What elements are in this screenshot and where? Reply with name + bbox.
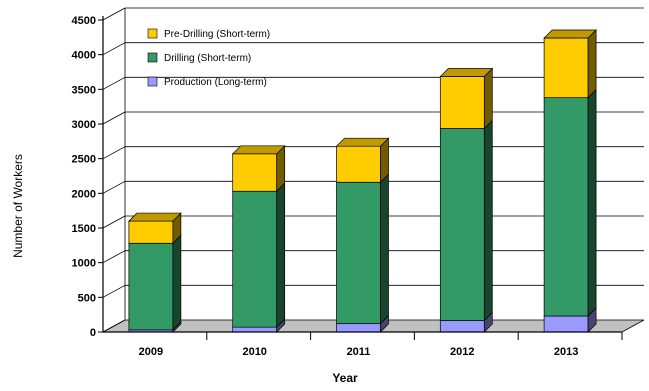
y-tick-label: 1000	[72, 258, 96, 270]
y-tick-label: 2000	[72, 188, 96, 200]
bar-side	[172, 234, 182, 331]
legend-swatch-drilling	[147, 52, 158, 63]
legend-label-pre-drilling: Pre-Drilling (Short-term)	[164, 29, 270, 40]
bar-front	[232, 153, 278, 192]
x-axis-title: Year	[332, 371, 358, 385]
y-tick-label: 4500	[72, 15, 96, 27]
gridline-diagonal	[102, 111, 126, 125]
bar-front	[439, 128, 485, 321]
bar-front	[336, 181, 381, 325]
bar-front	[232, 190, 278, 328]
legend-label-drilling: Drilling (Short-term)	[164, 53, 251, 64]
x-tick-label: 2010	[242, 346, 266, 358]
x-tick-label: 2009	[139, 346, 163, 358]
bar-segment	[439, 119, 493, 322]
back-wall	[102, 8, 126, 333]
x-tick-labels: 2009 2010 2011 2012 2013	[139, 346, 579, 358]
bar-front	[543, 37, 589, 99]
bar-front	[439, 76, 485, 129]
y-tick-label: 500	[78, 292, 96, 304]
y-tick-label: 1500	[72, 223, 96, 235]
bar-side	[587, 88, 597, 317]
gridline-diagonal	[102, 76, 126, 90]
legend: Pre-Drilling (Short-term) Drilling (Shor…	[147, 28, 270, 88]
bar-segment	[231, 144, 286, 193]
bar-front	[128, 242, 174, 331]
bar-segment	[543, 88, 597, 317]
gridline-diagonal	[102, 180, 126, 194]
y-tick-label: 2500	[72, 154, 96, 166]
gridline-diagonal	[102, 215, 126, 229]
bar-front	[543, 97, 589, 317]
gridline-diagonal	[102, 42, 126, 56]
bar-segment	[336, 173, 389, 325]
bar-side	[380, 173, 389, 325]
y-tick-label: 3500	[72, 84, 96, 96]
axes	[98, 16, 623, 340]
x-tick-label: 2013	[554, 346, 578, 358]
x-tick-label: 2011	[347, 346, 371, 358]
bars	[128, 29, 597, 333]
floor-edge	[102, 319, 126, 333]
legend-label-production: Production (Long-term)	[164, 77, 267, 88]
bar-top	[543, 29, 597, 39]
legend-swatch-pre-drilling	[147, 28, 158, 39]
bar-front	[336, 323, 381, 333]
bar-front	[543, 315, 589, 333]
bar-side	[483, 67, 493, 130]
bar-front	[439, 320, 485, 333]
bar-side	[276, 182, 286, 328]
bar-top	[335, 137, 390, 147]
gridline-diagonal	[102, 7, 126, 21]
bar-top	[128, 212, 182, 222]
bar-front	[128, 220, 174, 244]
y-tick-labels: 0 500 1000 1500 2000 2500 3000 3500 4000 4500	[72, 15, 96, 339]
bar-segment	[543, 29, 597, 99]
bar-segment	[128, 234, 182, 331]
legend-swatch-production	[147, 76, 158, 87]
bar-side	[587, 29, 597, 99]
bar-segment	[232, 182, 286, 328]
y-axis-title: Number of Workers	[11, 154, 25, 258]
gridline-diagonal	[102, 250, 126, 264]
bar-segment	[439, 67, 494, 130]
bar-top	[439, 68, 494, 77]
bar-side	[483, 119, 493, 322]
bar-segment	[543, 307, 597, 333]
gridline-diagonal	[102, 146, 126, 160]
bar-segment	[128, 212, 182, 245]
y-tick-label: 0	[90, 327, 96, 339]
bar-top	[231, 145, 286, 155]
x-tick-label: 2012	[450, 346, 474, 358]
y-tick-label: 3000	[72, 119, 96, 131]
bar-segment	[335, 137, 390, 184]
gridline-diagonal	[102, 284, 126, 298]
bar-front	[336, 145, 381, 183]
y-tick-label: 4000	[72, 50, 96, 62]
bar-front	[232, 326, 278, 333]
